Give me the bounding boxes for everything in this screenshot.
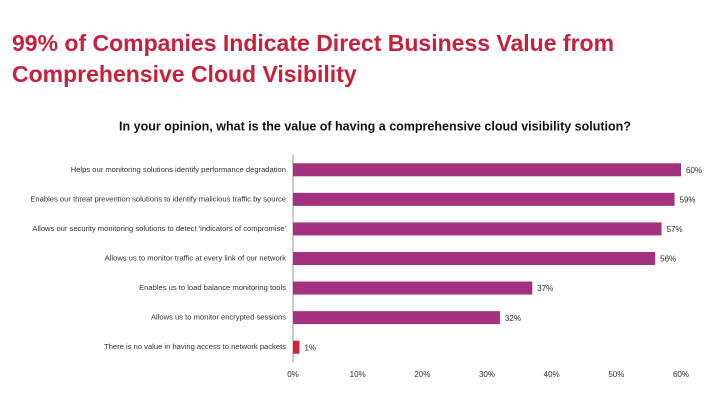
value-label: 60% bbox=[686, 166, 702, 175]
bar bbox=[293, 222, 662, 236]
y-tick-label: Allows our security monitoring solutions… bbox=[32, 224, 286, 233]
bar bbox=[293, 340, 300, 354]
y-tick-label: Allows us to monitor traffic at every li… bbox=[105, 254, 287, 263]
y-tick-label: Enables our threat prevention solutions … bbox=[30, 194, 286, 203]
value-label: 37% bbox=[537, 284, 553, 293]
value-label: 57% bbox=[667, 225, 683, 234]
x-tick-label: 50% bbox=[608, 370, 624, 379]
chart-title: 99% of Companies Indicate Direct Busines… bbox=[12, 30, 615, 87]
value-label: 1% bbox=[304, 343, 316, 352]
x-tick-label: 10% bbox=[350, 370, 366, 379]
bar bbox=[293, 281, 533, 295]
bar bbox=[293, 163, 681, 177]
chart-subtitle: In your opinion, what is the value of ha… bbox=[119, 119, 631, 133]
y-tick-label: Allows us to monitor encrypted sessions bbox=[151, 313, 286, 322]
value-label: 32% bbox=[505, 314, 521, 323]
x-tick-label: 40% bbox=[544, 370, 560, 379]
x-tick-label: 30% bbox=[479, 370, 495, 379]
x-tick-label: 60% bbox=[673, 370, 689, 379]
value-label: 56% bbox=[660, 255, 676, 264]
value-label: 59% bbox=[680, 195, 696, 204]
y-tick-label: Enables us to load balance monitoring to… bbox=[139, 283, 286, 292]
x-tick-label: 0% bbox=[287, 370, 299, 379]
x-tick-label: 20% bbox=[414, 370, 430, 379]
y-tick-label: Helps our monitoring solutions identify … bbox=[71, 165, 286, 174]
bar bbox=[293, 192, 675, 206]
bar bbox=[293, 252, 656, 265]
y-tick-label: There is no value in having access to ne… bbox=[104, 342, 286, 351]
bar bbox=[293, 311, 500, 325]
